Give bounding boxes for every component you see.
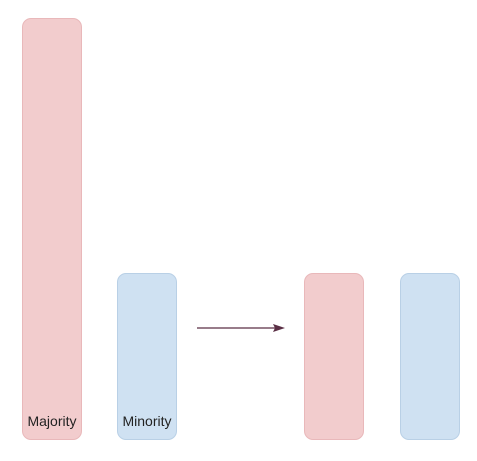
arrow-head [273,324,285,332]
majority-label: Majority [27,413,77,429]
after-minority-bar [400,273,460,440]
minority-label: Minority [122,413,172,429]
before-minority-bar: Minority [117,273,177,440]
after-majority-bar [304,273,364,440]
before-majority-bar: Majority [22,18,82,440]
